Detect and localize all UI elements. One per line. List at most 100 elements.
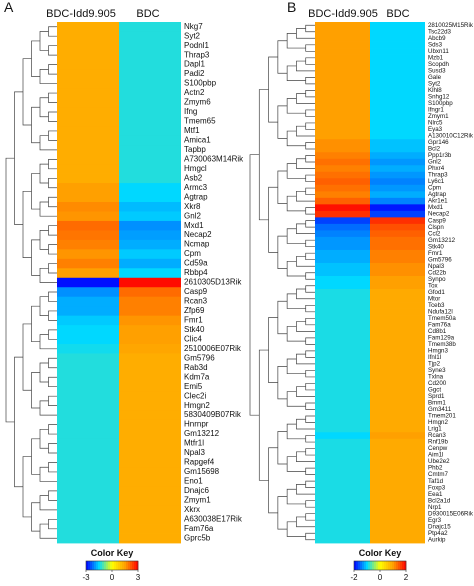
heatmap-cell xyxy=(315,386,370,394)
dendrogram-branch xyxy=(22,58,32,126)
heatmap-cell xyxy=(315,249,370,257)
color-key-swatch xyxy=(86,561,89,570)
heatmap-cell xyxy=(315,438,370,446)
dendrogram-branch xyxy=(296,386,315,397)
heatmap-cell xyxy=(119,135,181,146)
dendrogram-branch xyxy=(305,415,315,423)
row-label: Cd22b xyxy=(428,269,447,276)
row-label: 2610305D13Rik xyxy=(184,278,242,287)
color-key-swatch xyxy=(116,561,119,570)
heatmap-cell xyxy=(315,516,370,524)
heatmap-cell xyxy=(315,321,370,329)
heatmap-cell xyxy=(370,126,425,134)
dendrogram-branch xyxy=(277,365,288,400)
heatmap-cell xyxy=(370,223,425,231)
dendrogram-branch xyxy=(39,163,49,184)
dendrogram-branch xyxy=(296,28,315,39)
heatmap-cell xyxy=(57,524,119,534)
heatmap-cell xyxy=(370,315,425,322)
color-key-swatch xyxy=(354,561,357,570)
heatmap-cell xyxy=(315,432,370,440)
row-label: Kdm7a xyxy=(184,372,210,381)
row-label: Cmtm7 xyxy=(428,471,448,478)
heatmap-cell xyxy=(370,373,425,381)
heatmap-cell xyxy=(315,406,370,414)
heatmap-cell xyxy=(370,282,425,290)
heatmap-cell xyxy=(315,328,370,335)
color-key-swatch xyxy=(128,561,131,570)
dendrogram-branch xyxy=(296,516,315,528)
heatmap-cell xyxy=(57,69,119,80)
panel-b-column-header-2: BDC xyxy=(386,8,409,20)
heatmap-cell xyxy=(119,363,181,373)
row-label: Necap2 xyxy=(184,230,212,239)
dendrogram-branch xyxy=(48,462,57,473)
row-label: Syt2 xyxy=(428,80,441,87)
heatmap-cell xyxy=(315,464,370,472)
row-label: Gm3411 xyxy=(428,406,452,413)
row-label: Mxd1 xyxy=(184,221,204,230)
heatmap-cell xyxy=(370,529,425,537)
dendrogram-branch xyxy=(22,323,32,391)
dendrogram-branch xyxy=(305,220,315,228)
row-label: Dapl1 xyxy=(184,60,205,69)
heatmap-cell xyxy=(315,145,370,153)
color-key-swatch xyxy=(120,561,123,570)
row-label: Rab3d xyxy=(184,363,208,372)
heatmap-cell xyxy=(315,399,370,407)
heatmap-cell xyxy=(57,296,119,307)
row-label: Rbbp4 xyxy=(184,268,208,277)
heatmap-cell xyxy=(315,80,370,88)
heatmap-cell xyxy=(119,334,181,345)
heatmap-cell xyxy=(315,503,370,511)
heatmap-cell xyxy=(119,249,181,260)
heatmap-cell xyxy=(370,341,425,349)
heatmap-cell xyxy=(57,372,119,383)
heatmap-cell xyxy=(119,277,181,288)
heatmap-cell xyxy=(57,467,119,478)
dendrogram-branch xyxy=(305,90,315,98)
row-label: Lrig1 xyxy=(428,426,442,433)
row-label: Thrap3 xyxy=(184,50,210,59)
heatmap-cell xyxy=(370,145,425,153)
row-label: Hmgn2 xyxy=(184,401,210,410)
heatmap-cell xyxy=(315,510,370,518)
panel-b-color-key: Color Key -2 0 2 xyxy=(350,548,408,582)
row-label: Zmym1 xyxy=(428,113,449,120)
row-label: Aim1l xyxy=(428,452,443,459)
color-key-swatch xyxy=(368,561,371,570)
panel-a-column-header-2: BDC xyxy=(136,8,159,20)
heatmap-cell xyxy=(315,87,370,95)
row-label: Tox xyxy=(428,282,439,289)
heatmap-cell xyxy=(315,243,370,251)
heatmap-cell xyxy=(315,113,370,121)
row-label: Hmgn3 xyxy=(428,348,448,355)
row-label: Hmgn2 xyxy=(428,419,448,426)
row-label: Ifngr1 xyxy=(428,107,444,114)
row-label: Asb2 xyxy=(184,173,203,182)
color-key-swatch xyxy=(136,561,139,570)
row-label: Cd200 xyxy=(428,380,447,387)
dendrogram-branch xyxy=(268,447,278,514)
panel-b: B BDC-Idd9.905 BDC 2810025M15RikTsc22d3A… xyxy=(249,0,474,582)
row-label: Bcl2 xyxy=(428,146,441,153)
heatmap-cell xyxy=(57,164,119,174)
heatmap-cell xyxy=(315,100,370,108)
row-label: Fam76a xyxy=(184,524,214,533)
row-label: Taf1d xyxy=(428,478,444,485)
heatmap-cell xyxy=(370,471,425,479)
heatmap-cell xyxy=(119,438,181,449)
row-label: Sds3 xyxy=(428,41,443,48)
color-key-swatch xyxy=(388,561,391,570)
heatmap-cell xyxy=(370,256,425,264)
dendrogram-branch xyxy=(305,187,315,195)
heatmap-cell xyxy=(315,451,370,459)
row-label: Sprd1 xyxy=(428,393,445,400)
heatmap-cell xyxy=(370,22,425,29)
heatmap-cell xyxy=(119,419,181,430)
dendrogram-branch xyxy=(39,296,49,317)
row-label: Mtf1 xyxy=(184,126,200,135)
heatmap-cell xyxy=(315,210,370,218)
row-label: Ptp4a2 xyxy=(428,530,448,537)
row-label: Fmr1 xyxy=(184,316,203,325)
